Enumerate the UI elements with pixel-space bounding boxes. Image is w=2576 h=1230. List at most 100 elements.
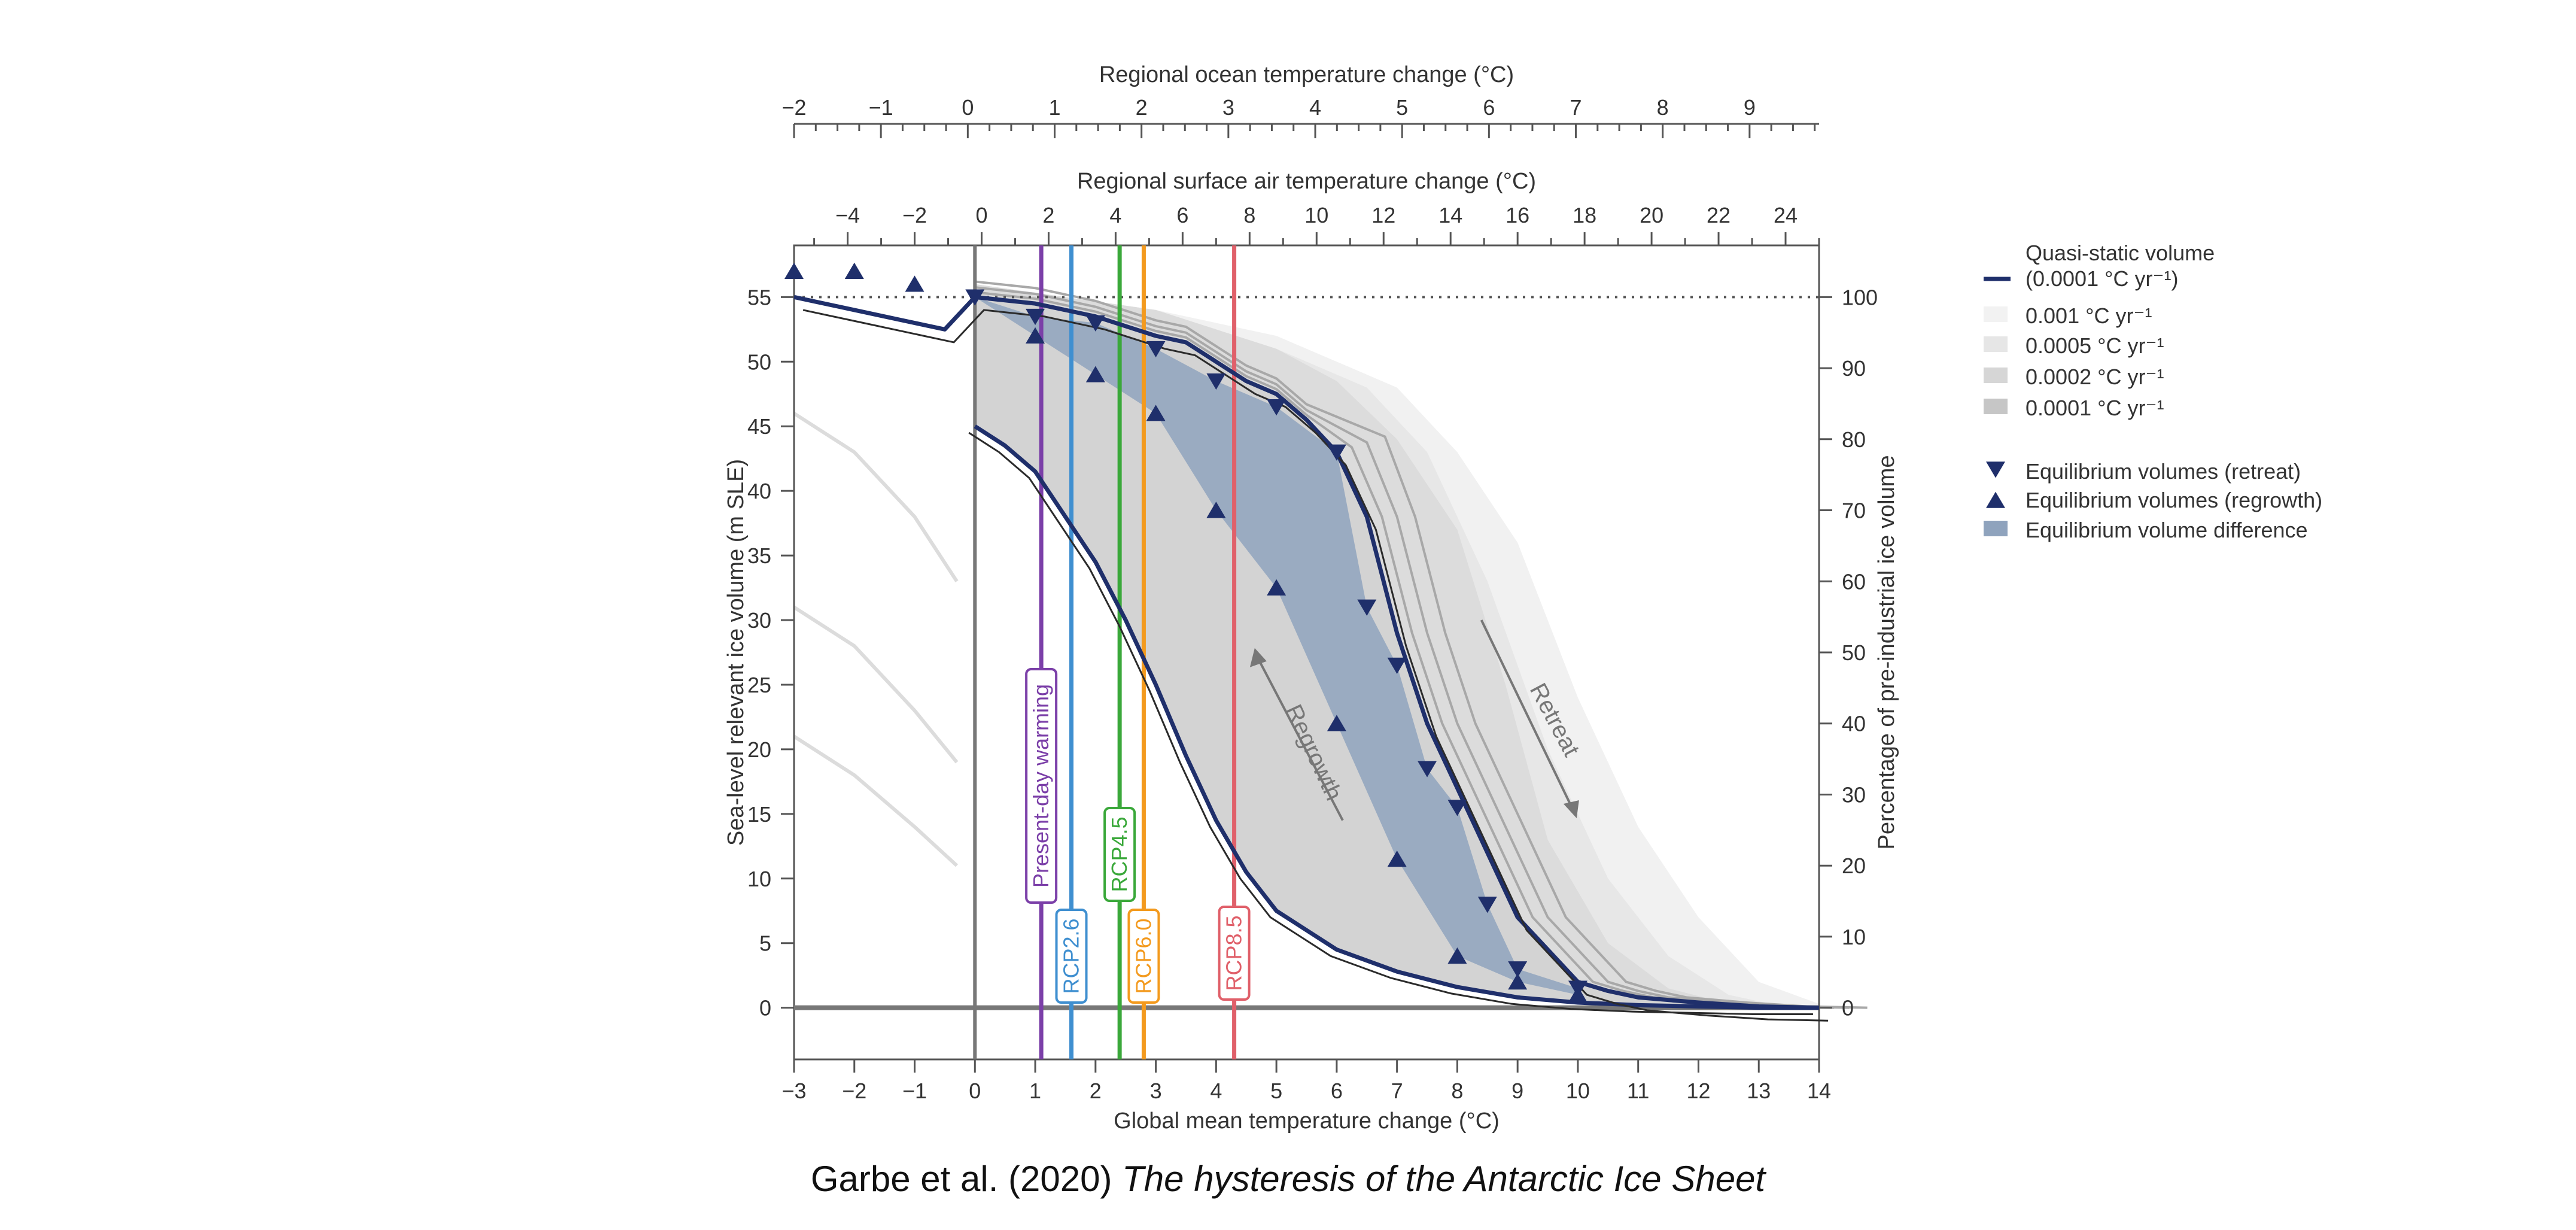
x-top-air-tick-label: 12	[1371, 203, 1395, 227]
x-bottom-tick-label: 6	[1331, 1079, 1343, 1103]
x-top-ocean-tick-label: 1	[1048, 95, 1060, 120]
y-right-tick-label: 50	[1842, 640, 1866, 665]
y-left-tick-label: 40	[747, 479, 771, 503]
x-bottom-axis-label: Global mean temperature change (°C)	[1114, 1108, 1500, 1134]
scenario-label: RCP4.5	[1107, 816, 1132, 892]
gray-rate-curve-3	[975, 280, 1868, 1009]
x-top-air-tick-label: 22	[1707, 203, 1730, 227]
equilibrium-regrowth-marker	[1085, 366, 1105, 382]
equilibrium-regrowth-marker	[1146, 405, 1166, 421]
equilibrium-retreat-marker	[1508, 961, 1528, 978]
y-right-tick-label: 70	[1842, 499, 1866, 523]
equilibrium-regrowth-marker	[1568, 986, 1587, 1003]
scenario-label-box	[1103, 807, 1136, 902]
x-bottom-tick-label: 9	[1511, 1079, 1523, 1103]
equilibrium-retreat-marker	[1327, 444, 1346, 461]
x-top-air-tick-label: 20	[1640, 203, 1663, 227]
equilibrium-regrowth-marker	[1508, 973, 1528, 990]
y-right-tick-label: 100	[1842, 285, 1878, 309]
x-bottom-tick-label: 1	[1029, 1079, 1041, 1103]
x-top-air-tick-label: 8	[1243, 203, 1255, 227]
y-right-tick-label: 20	[1842, 854, 1866, 878]
y-right-tick-label: 10	[1842, 925, 1866, 949]
x-bottom-tick-label: −2	[842, 1079, 866, 1103]
legend-label: Equilibrium volumes (retreat)	[2025, 459, 2301, 484]
x-bottom-tick-label: 10	[1566, 1079, 1590, 1103]
scenario-label: RCP8.5	[1222, 915, 1246, 991]
legend-color-swatch	[1984, 306, 2008, 322]
equilibrium-regrowth-marker	[1026, 327, 1045, 344]
x-top-air-tick-label: 14	[1438, 203, 1462, 227]
gray-rate-curve-2	[975, 286, 1850, 1009]
y-right-tick-label: 80	[1842, 427, 1866, 452]
retreat-arrow	[1480, 619, 1573, 808]
x-top-air-tick-label: 10	[1304, 203, 1328, 227]
y-right-axis-label: Percentage of pre-industrial ice volume	[1874, 455, 1899, 849]
equilibrium-retreat-marker	[1267, 399, 1287, 416]
x-top-ocean-tick-label: 8	[1657, 95, 1669, 120]
equilibrium-retreat-marker	[1447, 800, 1467, 816]
x-top-ocean-tick-label: 7	[1570, 95, 1582, 120]
y-right-tick-label: 30	[1842, 782, 1866, 807]
y-left-tick-label: 20	[747, 737, 771, 762]
x-bottom-tick-label: 4	[1210, 1079, 1222, 1103]
y-left-tick-label: 0	[759, 996, 771, 1021]
x-bottom-tick-label: 14	[1807, 1079, 1831, 1103]
legend-label: 0.0001 °C yr⁻¹	[2025, 396, 2164, 420]
x-top-air-tick-label: −2	[902, 203, 927, 227]
x-top-air-tick-label: 0	[975, 203, 987, 227]
x-top-ocean-tick-label: 6	[1483, 95, 1495, 120]
x-bottom-tick-label: 11	[1627, 1079, 1649, 1103]
x-top-ocean-tick-label: −2	[781, 95, 806, 120]
y-left-tick-label: 10	[747, 867, 771, 891]
equilibrium-regrowth-marker	[1206, 502, 1226, 518]
y-left-tick-label: 45	[747, 414, 771, 439]
equilibrium-retreat-marker	[965, 289, 985, 306]
equilibrium-regrowth-marker	[1387, 850, 1407, 867]
regrowth-arrow	[1257, 658, 1344, 821]
x-bottom-tick-label: 8	[1451, 1079, 1463, 1103]
x-top-air-tick-label: 18	[1573, 203, 1596, 227]
x-top-air-tick-label: 4	[1109, 203, 1121, 227]
x-top-air-tick-label: 16	[1506, 203, 1529, 227]
quasi-static-bands	[793, 284, 1819, 1008]
x-bottom-tick-label: −3	[781, 1079, 806, 1103]
legend-label: Equilibrium volumes (regrowth)	[2025, 488, 2322, 512]
legend-triangle-down	[1986, 461, 2005, 478]
scenario-lines: Present-day warming RCP2.6 RCP4.5 RCP6.0 RCP…	[1025, 245, 1251, 1059]
legend-label: 0.0005 °C yr⁻¹	[2025, 333, 2164, 358]
equilibrium-regrowth-marker	[1267, 579, 1287, 596]
scenario-label-box	[1055, 909, 1088, 1004]
equilibrium-markers	[784, 262, 1587, 1003]
x-bottom-tick-label: 0	[969, 1079, 981, 1103]
x-bottom-tick-label: 13	[1747, 1079, 1771, 1103]
x-top-ocean-tick-label: 3	[1222, 95, 1234, 120]
equilibrium-retreat-marker	[1418, 761, 1437, 778]
equilibrium-retreat-marker	[1085, 315, 1105, 332]
retreat-arrowhead	[1563, 800, 1579, 819]
left-gray-curve-2	[793, 605, 959, 764]
legend-label: 0.001 °C yr⁻¹	[2025, 303, 2152, 328]
gray-rate-curves	[975, 280, 1868, 1009]
caption-title: The hysteresis of the Antarctic Ice Shee…	[1122, 1159, 1766, 1199]
legend-title: Quasi-static volume	[2025, 241, 2215, 265]
x-bottom-tick-label: 2	[1090, 1079, 1102, 1103]
legend: Quasi-static volume(0.0001 °C yr⁻¹) 0.001…	[1984, 241, 2322, 542]
equilibrium-regrowth-marker	[1447, 947, 1467, 964]
legend-label: (0.0001 °C yr⁻¹)	[2025, 266, 2178, 291]
x-top-ocean-tick-label: 2	[1136, 95, 1148, 120]
quasi-static-thin-curve	[968, 432, 1813, 1015]
x-bottom-tick-label: 5	[1270, 1079, 1282, 1103]
scenario-label: Present-day warming	[1029, 684, 1053, 888]
x-bottom-tick-label: 7	[1391, 1079, 1403, 1103]
equilibrium-retreat-marker	[1477, 897, 1497, 913]
legend-color-swatch	[1984, 399, 2008, 414]
legend-label: 0.0002 °C yr⁻¹	[2025, 365, 2164, 389]
equilibrium-difference-polygon	[975, 297, 1578, 995]
scenario-label: RCP2.6	[1059, 918, 1084, 994]
y-left-tick-label: 30	[747, 608, 771, 633]
legend-color-swatch	[1984, 368, 2008, 383]
equilibrium-retreat-marker	[1026, 308, 1045, 326]
y-left-axis-label: Sea-level relevant ice volume (m SLE)	[723, 459, 749, 846]
